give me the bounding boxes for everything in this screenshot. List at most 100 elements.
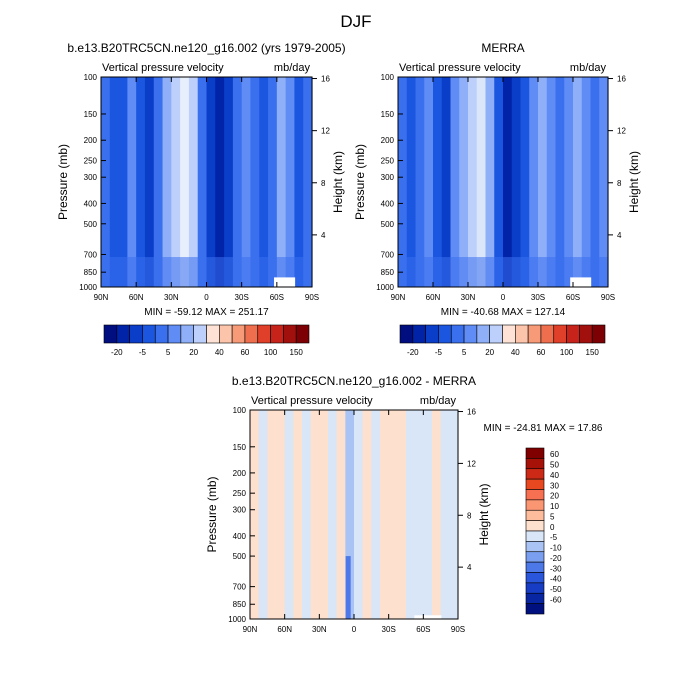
colorbar-swatch	[591, 324, 606, 344]
stats-text: MIN = -59.12 MAX = 251.17	[144, 307, 269, 318]
colorbar-label: 30	[550, 481, 559, 490]
colorbar-swatch	[525, 541, 545, 553]
field-band	[284, 410, 294, 619]
field-band	[415, 77, 425, 287]
colorbar-swatch	[525, 509, 545, 521]
y-tick-label: 150	[233, 443, 247, 452]
colorbar-swatch	[412, 324, 426, 344]
panel-title: b.e13.B20TRC5CN.ne120_g16.002 (yrs 1979-…	[67, 41, 345, 55]
field-band	[503, 77, 513, 287]
field-band	[388, 410, 398, 619]
field-band	[136, 77, 146, 287]
x-tick-label: 60S	[566, 293, 580, 302]
y-tick-label: 300	[381, 173, 395, 182]
panel-2: MERRA Vertical pressure velocity mb/day 100…	[353, 41, 641, 357]
colorbar-label: 60	[536, 348, 545, 357]
colorbar: -20 -5 5 20 40 60 100 150	[103, 324, 310, 357]
y-tick-label: 700	[233, 583, 247, 592]
field-band	[406, 410, 416, 619]
colorbar-swatch	[525, 551, 545, 563]
y-tick-label: 100	[381, 73, 395, 82]
field-band	[424, 77, 434, 287]
colorbar-swatch	[129, 324, 143, 344]
field-band	[180, 77, 190, 287]
height-tick-label: 16	[617, 75, 626, 84]
field-band	[197, 77, 208, 287]
colorbar-label: 20	[485, 348, 494, 357]
field-band	[285, 77, 296, 287]
field-band	[101, 77, 111, 287]
x-tick-label: 0	[501, 293, 506, 302]
field-band	[371, 410, 381, 619]
x-tick-label: 90N	[243, 625, 258, 634]
colorbar-label: -5	[435, 348, 443, 357]
field-band	[293, 410, 303, 619]
height-tick-label: 12	[321, 127, 330, 136]
field-band	[153, 77, 164, 287]
panel-title: b.e13.B20TRC5CN.ne120_g16.002 - MERRA	[232, 374, 476, 388]
colorbar-swatch	[515, 324, 529, 344]
colorbar-label: 10	[550, 502, 559, 511]
x-tick-label: 30S	[235, 293, 249, 302]
panel-title: MERRA	[481, 41, 524, 55]
field-missing	[570, 277, 592, 287]
subtitle-right: mb/day	[420, 395, 457, 407]
colorbar-swatch	[257, 324, 271, 344]
colorbar-swatch	[525, 489, 545, 501]
height-tick-label: 16	[467, 408, 476, 417]
field-band	[336, 410, 346, 619]
x-tick-label: 30S	[382, 625, 396, 634]
y-tick-label: 1000	[228, 615, 246, 624]
x-tick-label: 90S	[451, 625, 465, 634]
field-band	[302, 410, 312, 619]
colorbar-swatch	[525, 561, 545, 573]
field-band	[432, 410, 442, 619]
colorbar-swatch	[566, 324, 580, 344]
colorbar-label: 5	[462, 348, 467, 357]
colorbar-label: -50	[550, 585, 562, 594]
field-band	[459, 77, 469, 287]
x-tick-label: 90S	[305, 293, 319, 302]
x-tick-label: 60S	[416, 625, 430, 634]
field-band	[538, 77, 548, 287]
colorbar-swatch	[525, 447, 545, 459]
x-tick-label: 0	[204, 293, 209, 302]
height-tick-label: 16	[321, 75, 330, 84]
y-axis-label-right: Height (km)	[477, 483, 491, 545]
colorbar-label: 40	[511, 348, 520, 357]
colorbar-swatch	[167, 324, 182, 344]
field-band	[171, 77, 181, 287]
colorbar-label: 150	[290, 348, 304, 357]
field-band	[449, 410, 459, 619]
field-band	[268, 77, 278, 287]
colorbar-swatch	[116, 324, 130, 344]
colorbar-swatch	[103, 324, 118, 344]
x-tick-label: 30N	[164, 293, 179, 302]
subtitle-left: Vertical pressure velocity	[399, 62, 521, 74]
y-tick-label: 300	[233, 506, 247, 515]
y-tick-label: 1000	[376, 283, 394, 292]
field-band	[310, 410, 320, 619]
field-band	[573, 77, 583, 287]
subtitle-left: Vertical pressure velocity	[102, 62, 224, 74]
field-missing	[274, 277, 296, 287]
colorbar-swatch	[295, 324, 310, 344]
colorbar-swatch	[525, 478, 545, 490]
y-tick-label: 700	[84, 250, 98, 259]
colorbar-label: -10	[550, 544, 562, 553]
y-tick-label: 500	[381, 220, 395, 229]
y-tick-label: 700	[381, 250, 395, 259]
colorbar-label: 150	[586, 348, 600, 357]
colorbar-label: 50	[550, 461, 559, 470]
field-band	[162, 77, 172, 287]
field-band	[380, 410, 390, 619]
field-band	[520, 77, 530, 287]
field-band	[397, 410, 407, 619]
y-tick-label: 400	[381, 199, 395, 208]
colorbar-swatch	[231, 324, 246, 344]
colorbar-label: 40	[215, 348, 224, 357]
y-tick-label: 250	[381, 157, 395, 166]
field-band	[546, 77, 557, 287]
height-tick-label: 4	[321, 231, 326, 240]
